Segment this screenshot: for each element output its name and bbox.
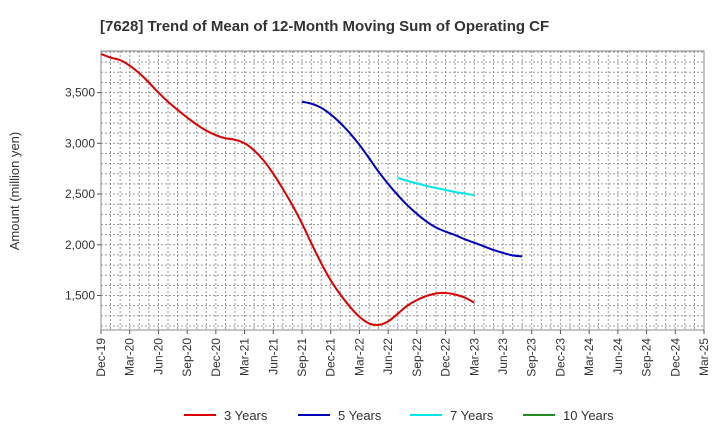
legend: 3 Years 5 Years 7 Years 10 Years — [184, 408, 614, 423]
x-tick-label: Sep-21 — [295, 338, 309, 377]
x-tick-label: Mar-23 — [467, 338, 481, 376]
x-tick-label: Dec-22 — [439, 338, 453, 377]
x-tick-label: Jun-23 — [496, 338, 510, 375]
y-tick-label: 3,000 — [65, 136, 95, 150]
x-tick-label: Jun-24 — [611, 338, 625, 375]
chart-title: [7628] Trend of Mean of 12-Month Moving … — [100, 18, 549, 35]
legend-label-5-years: 5 Years — [338, 408, 382, 423]
legend-label-7-years: 7 Years — [450, 408, 494, 423]
grid — [101, 51, 704, 330]
y-axis: 1,500 2,000 2,500 3,000 3,500 — [65, 86, 101, 303]
x-tick-label: Sep-24 — [640, 338, 654, 377]
x-tick-label: Dec-24 — [668, 338, 682, 377]
series-line-7-years — [397, 176, 475, 197]
x-tick-label: Dec-20 — [209, 338, 223, 377]
x-tick-label: Dec-19 — [94, 338, 108, 377]
x-tick-label: Mar-25 — [697, 338, 711, 376]
x-tick-label: Jun-21 — [266, 338, 280, 375]
legend-label-10-years: 10 Years — [563, 408, 614, 423]
plot-frame — [100, 50, 705, 331]
x-tick-label: Jun-22 — [381, 338, 395, 375]
series-line-5-years — [301, 100, 523, 258]
x-tick-label: Sep-23 — [525, 338, 539, 377]
x-tick-label: Mar-20 — [123, 338, 137, 376]
series-line-3-years — [100, 53, 475, 327]
x-tick-label: Dec-23 — [553, 338, 567, 377]
x-tick-label: Mar-21 — [238, 338, 252, 376]
y-tick-label: 3,500 — [65, 86, 95, 100]
y-tick-label: 1,500 — [65, 289, 95, 303]
legend-label-3-years: 3 Years — [224, 408, 268, 423]
x-tick-label: Mar-22 — [352, 338, 366, 376]
x-tick-label: Mar-24 — [582, 338, 596, 376]
x-axis: Dec-19 Mar-20 Jun-20 Sep-20 Dec-20 Mar-21 Jun-… — [94, 330, 711, 377]
x-tick-label: Sep-20 — [180, 338, 194, 377]
y-tick-label: 2,000 — [65, 238, 95, 252]
y-tick-label: 2,500 — [65, 187, 95, 201]
x-tick-label: Dec-21 — [324, 338, 338, 377]
x-tick-label: Jun-20 — [151, 338, 165, 375]
series-lines — [100, 53, 523, 327]
y-axis-label: Amount (million yen) — [7, 132, 22, 251]
x-tick-label: Sep-22 — [410, 338, 424, 377]
